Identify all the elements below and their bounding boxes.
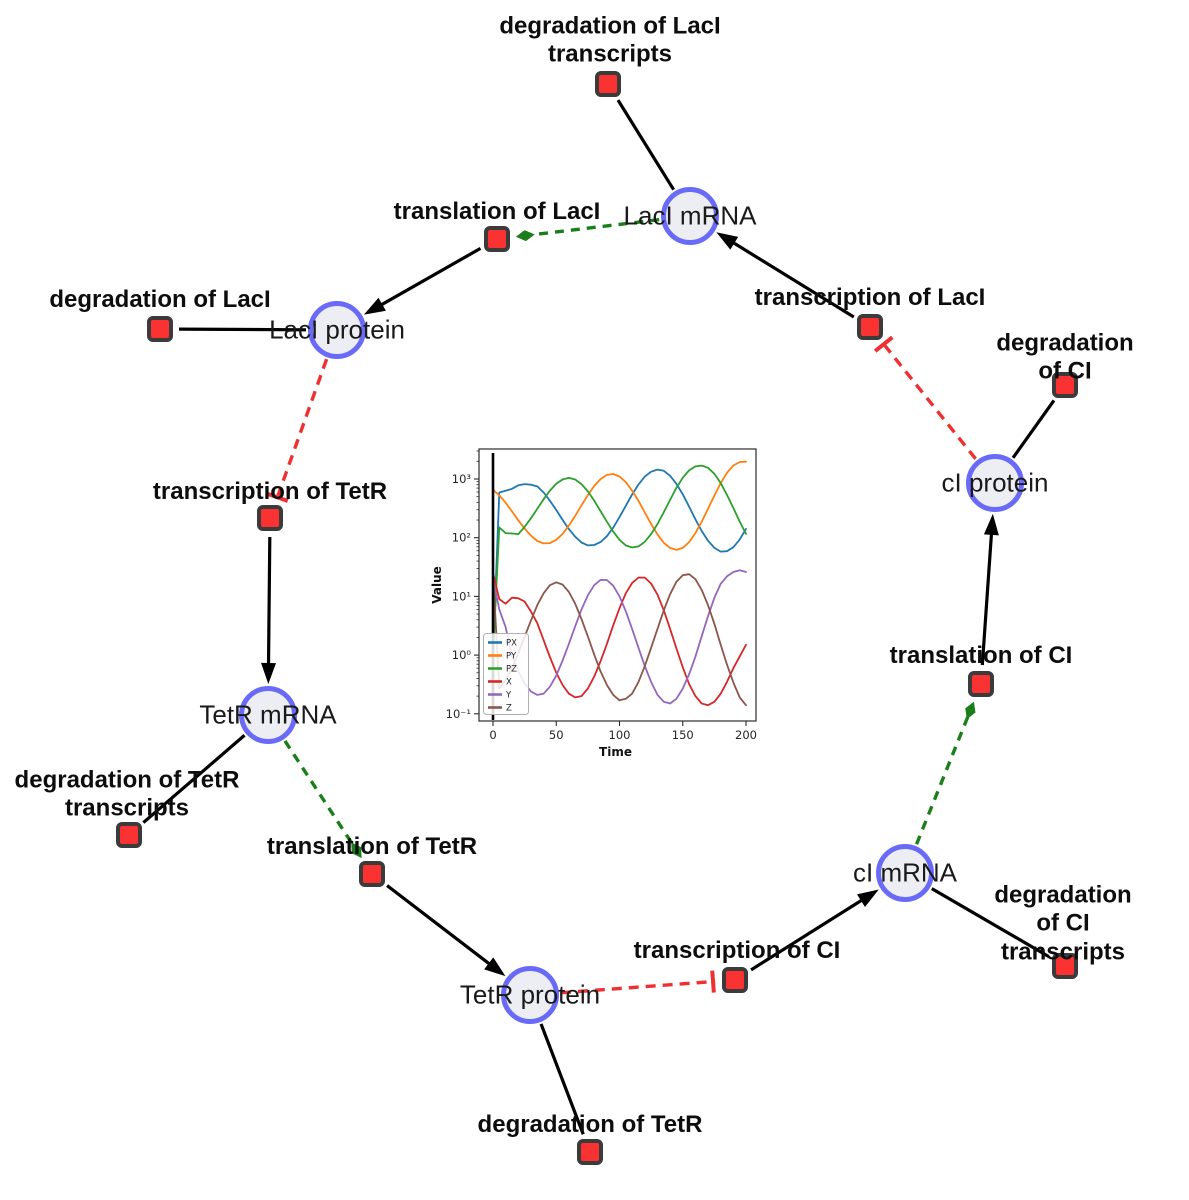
legend-label: PY [506,652,517,662]
reaction-node-degradation-of-laci-transcripts[interactable] [595,71,621,97]
arrowhead-icon [716,232,739,250]
reaction-label-degradation-of-tetr-transcripts: degradation of TetR transcripts [14,766,240,822]
edge-ci_protein-deg_ci [1011,399,1056,459]
reaction-label-translation-of-laci: translation of LacI [393,197,601,225]
reaction-label-degradation-of-laci: degradation of LacI [49,285,271,313]
legend-label: Y [505,691,512,701]
reaction-node-translation-of-tetr[interactable] [359,861,385,887]
species-node-ci-protein[interactable] [966,454,1024,512]
edge-ci_mrna-transl_ci [914,701,976,845]
chart-axes-box [478,448,757,722]
legend-entry-Y: Y [488,691,512,701]
x-tick-label: 50 [549,728,564,742]
legend-entry-PY: PY [488,652,517,662]
reaction-node-translation-of-ci[interactable] [968,671,994,697]
reaction-label-translation-of-ci: translation of CI [889,641,1073,669]
species-label-tetr-protein: TetR protein [459,979,601,1010]
x-tick-label: 0 [489,728,496,742]
species-label-laci-protein: LacI protein [269,314,405,345]
species-label-laci-mrna: LacI mRNA [623,200,757,231]
y-tick-label: 10⁻¹ [446,707,471,721]
arrowhead-icon [261,662,277,685]
modifier-diamond-icon [965,701,976,720]
reaction-node-transcription-of-laci[interactable] [857,314,883,340]
reaction-label-degradation-of-ci: degradation of CI [996,329,1134,385]
legend-label: X [506,678,512,688]
y-axis-label: Value [430,566,444,604]
legend-entry-Z: Z [488,704,512,714]
x-tick-label: 200 [735,728,757,742]
species-node-laci-protein[interactable] [308,301,366,359]
reaction-label-transcription-of-tetr: transcription of TetR [152,477,388,505]
series-line-PX [492,468,747,656]
legend-label: Z [506,704,512,714]
inhibition-tee-icon [710,970,716,993]
x-tick-label: 100 [609,728,631,742]
reaction-node-degradation-of-tetr[interactable] [577,1139,603,1165]
reaction-label-transcription-of-ci: transcription of CI [633,936,841,964]
species-node-laci-mrna[interactable] [661,187,719,245]
series-line-PZ [492,464,747,656]
legend-box: PX PY PZ XYZ [483,633,529,715]
modifier-diamond-icon [515,230,535,242]
reaction-node-degradation-of-tetr-transcripts[interactable] [116,822,142,848]
legend-entry-PZ: PZ [488,665,517,675]
legend-entry-PX: PX [488,639,517,649]
reaction-label-degradation-of-ci-transcripts: degradation of CI transcripts [994,881,1132,966]
legend-label: PZ [506,665,517,675]
species-node-ci-mrna[interactable] [876,844,934,902]
reaction-label-transcription-of-laci: transcription of LacI [754,283,986,311]
legend-entry-X: X [488,678,512,688]
reaction-node-degradation-of-ci[interactable] [1052,372,1078,398]
species-node-tetr-mrna[interactable] [239,686,297,744]
species-label-tetr-mrna: TetR mRNA [199,699,337,730]
reaction-node-transcription-of-tetr[interactable] [257,505,283,531]
edge-deg_laci_tx-laci_mrna [616,99,676,191]
y-tick-label: 10³ [452,472,472,486]
reaction-label-degradation-of-tetr: degradation of TetR [477,1110,703,1138]
reaction-node-transcription-of-ci[interactable] [722,967,748,993]
x-axis-label: Time [599,745,632,759]
x-tick-label: 150 [672,728,694,742]
reaction-label-translation-of-tetr: translation of TetR [266,832,478,860]
arrowhead-icon [484,957,506,977]
series-line-Y [492,569,747,705]
reaction-label-degradation-of-laci-transcripts: degradation of LacI transcripts [499,12,721,68]
legend-label: PX [506,639,517,649]
edge-tx_tetr-tetr_mrna [261,536,277,685]
edge-ci_protein-tx_laci [873,335,977,460]
arrowhead-icon [363,297,386,315]
species-node-tetr-protein[interactable] [501,966,559,1024]
arrowhead-icon [856,889,879,908]
series-line-PY [492,460,747,551]
edge-transl_tetr-tetr_protein [386,884,506,977]
y-tick-label: 10² [452,531,471,545]
y-tick-label: 10¹ [452,589,471,603]
species-label-ci-protein: cI protein [941,467,1049,498]
species-label-ci-mrna: cI mRNA [853,857,957,888]
arrowhead-icon [983,513,999,536]
reaction-node-degradation-of-ci-transcripts[interactable] [1052,953,1078,979]
y-tick-label: 10⁰ [452,648,472,662]
edge-transl_laci-laci_protein [363,247,482,315]
series-line-X [492,572,747,707]
reaction-node-degradation-of-laci[interactable] [147,316,173,342]
reaction-node-translation-of-laci[interactable] [484,226,510,252]
series-line-Z [492,572,747,707]
